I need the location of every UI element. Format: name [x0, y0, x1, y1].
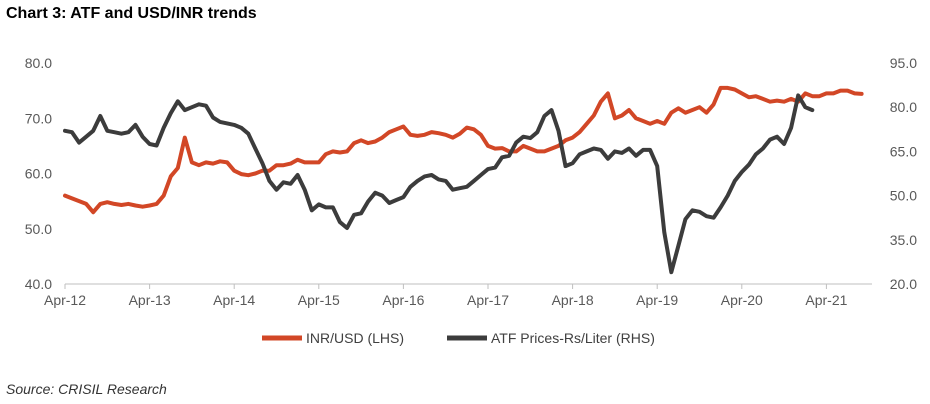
chart-title: Chart 3: ATF and USD/INR trends	[6, 5, 257, 22]
x-tick-label: Apr-16	[382, 292, 424, 308]
x-tick-label: Apr-13	[129, 292, 171, 308]
x-tick-label: Apr-20	[721, 292, 763, 308]
x-tick-label: Apr-17	[467, 292, 509, 308]
x-tick-label: Apr-21	[805, 292, 847, 308]
y-left-tick-label: 60.0	[25, 166, 52, 182]
y-right-tick-label: 20.0	[890, 276, 917, 292]
x-tick-label: Apr-19	[636, 292, 678, 308]
legend: INR/USD (LHS) ATF Prices-Rs/Liter (RHS)	[262, 330, 655, 346]
y-right-tick-label: 50.0	[890, 188, 917, 204]
y-left-tick-label: 50.0	[25, 221, 52, 237]
y-right-tick-label: 65.0	[890, 143, 917, 159]
y-right-tick-label: 95.0	[890, 55, 917, 71]
x-tick-label: Apr-14	[213, 292, 255, 308]
source-note: Source: CRISIL Research	[6, 381, 167, 397]
series-line-inr-usd	[63, 85, 864, 215]
axes: Apr-12 Apr-13 Apr-14 Apr-15 Apr-16 Apr-17 Apr-…	[25, 55, 917, 308]
series-lines	[63, 85, 864, 275]
legend-label-atf: ATF Prices-Rs/Liter (RHS)	[491, 330, 655, 346]
y-left-tick-label: 70.0	[25, 110, 52, 126]
y-right-tick-label: 35.0	[890, 232, 917, 248]
x-tick-label: Apr-12	[44, 292, 86, 308]
y-right-tick-label: 80.0	[890, 99, 917, 115]
legend-label-inr-usd: INR/USD (LHS)	[306, 330, 404, 346]
series-line-atf	[63, 93, 815, 275]
x-tick-label: Apr-18	[552, 292, 594, 308]
y-left-tick-label: 80.0	[25, 55, 52, 71]
x-tick-label: Apr-15	[298, 292, 340, 308]
y-left-tick-label: 40.0	[25, 276, 52, 292]
